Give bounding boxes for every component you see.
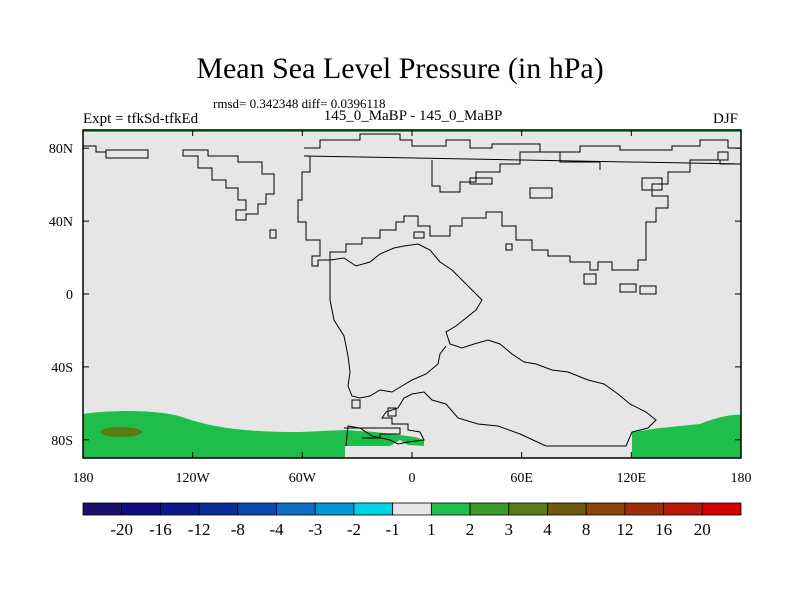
y-tick-label: 40S	[51, 361, 73, 376]
colorbar-label: -4	[269, 520, 284, 539]
x-tick-label: 60W	[289, 471, 317, 486]
coastline-north-arctic	[83, 145, 149, 159]
colorbar-swatch	[585, 502, 626, 516]
coastline-laurasia	[182, 149, 275, 221]
x-tick-label: 180	[731, 471, 752, 486]
colorbar-label: -8	[231, 520, 245, 539]
map-background	[83, 130, 741, 458]
colorbar-swatch	[430, 502, 471, 516]
colorbar-label: 20	[694, 520, 711, 539]
x-tick-label: 0	[409, 471, 416, 486]
season-label: DJF	[713, 111, 739, 127]
coastline-arctic-islands	[469, 151, 729, 199]
colorbar-label: -3	[308, 520, 322, 539]
colorbar-label: -16	[149, 520, 172, 539]
colorbar-swatch	[508, 502, 548, 516]
colorbar-label: -12	[188, 520, 211, 539]
colorbar-label: -2	[347, 520, 361, 539]
x-tick-label: 120W	[176, 471, 211, 486]
colorbar-label: -1	[386, 520, 400, 539]
south-anomaly-region	[83, 411, 741, 458]
colorbar-swatch	[353, 502, 394, 516]
colorbar-label: 16	[655, 520, 672, 539]
colorbar-swatch	[237, 502, 277, 516]
coastlines	[83, 133, 742, 447]
x-tick-label: 180	[73, 471, 94, 486]
experiment-label: Expt = tfkSd-tfkEd	[83, 111, 199, 127]
colorbar-swatch	[392, 502, 432, 516]
y-tick-label: 0	[66, 288, 73, 303]
colorbar-swatch	[198, 502, 239, 516]
colorbar-label: 12	[616, 520, 633, 539]
coastline-south-islands	[344, 399, 401, 439]
south-anomaly-maximum	[100, 427, 142, 437]
colorbar-swatch	[160, 502, 200, 516]
y-axis-ticks: 80N 40N 0 40S 80S	[49, 142, 741, 449]
colorbar-label: 2	[466, 520, 475, 539]
colorbar-swatch	[121, 502, 161, 516]
x-tick-label: 60E	[510, 471, 533, 486]
colorbar-swatch	[276, 502, 316, 516]
colorbar-swatch	[547, 502, 587, 516]
colorbar-swatch	[663, 502, 703, 516]
colorbar-swatch	[82, 502, 123, 516]
coastline-tethys-islands	[269, 229, 657, 295]
colorbar-label: 4	[543, 520, 552, 539]
colorbar-swatch	[624, 502, 664, 516]
y-tick-label: 80N	[49, 142, 73, 157]
colorbar-label: -20	[110, 520, 133, 539]
coastline-gondwana	[329, 243, 657, 447]
chart-subtitle: 145_0_MaBP - 145_0_MaBP	[323, 108, 503, 124]
colorbar-swatch	[701, 502, 742, 516]
chart-title: Mean Sea Level Pressure (in hPa)	[196, 52, 604, 85]
rmsd-diff-stats: rmsd= 0.342348 diff= 0.0396118	[213, 96, 386, 111]
colorbar-label: 8	[582, 520, 591, 539]
colorbar: -20 -16 -12 -8 -4 -3 -2 -1 1 2 3 4 8 12 16 20	[82, 502, 742, 539]
y-tick-label: 80S	[51, 434, 73, 449]
coastline-siberia	[431, 151, 601, 193]
x-axis-ticks: 180 120W 60W 0 60E 120E 180	[73, 130, 752, 486]
coastline-north-america-europe	[297, 133, 742, 271]
colorbar-label: 3	[505, 520, 514, 539]
colorbar-label: 1	[427, 520, 436, 539]
y-tick-label: 40N	[49, 215, 73, 230]
colorbar-swatch	[469, 502, 510, 516]
x-tick-label: 120E	[617, 471, 647, 486]
colorbar-swatch	[314, 502, 355, 516]
